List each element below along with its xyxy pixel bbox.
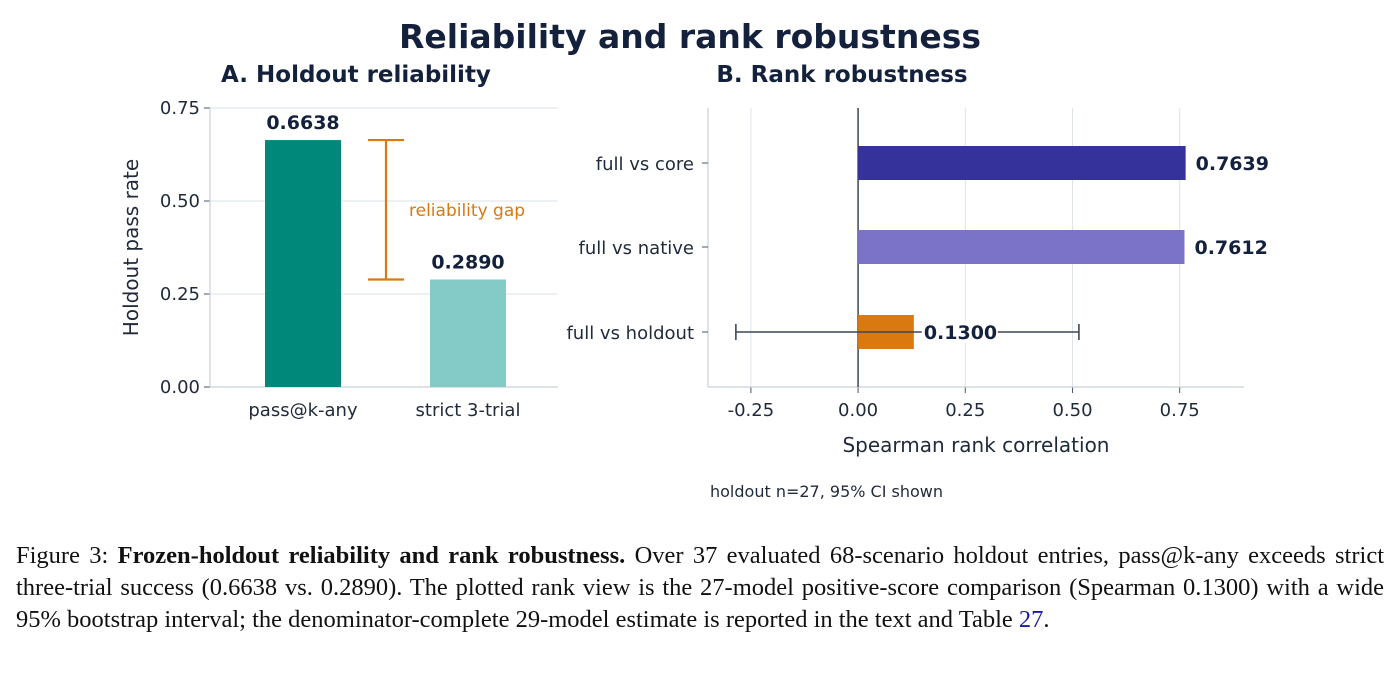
caption-end: .: [1043, 606, 1050, 633]
x-tick-label: 0.75: [1160, 400, 1200, 421]
footnote: holdout n=27, 95% CI shown: [710, 482, 943, 501]
panel-b-plot: -0.25 0.00 0.25 0.50 0.75 full vs core 0.7639 f…: [566, 108, 1269, 457]
panel-a-plot: 0.00 0.25 0.50 0.75 0.6638 pass@k-any 0.2890 st…: [119, 98, 558, 421]
table-reference-link[interactable]: 27: [1018, 606, 1044, 633]
caption-bold: Frozen-holdout reliability and rank robu…: [117, 542, 626, 569]
y-axis-label: Holdout pass rate: [119, 159, 143, 336]
y-tick-label: 0.00: [160, 377, 200, 398]
bar-value-label: 0.1300: [924, 322, 997, 344]
gap-annotation-label: reliability gap: [409, 201, 525, 221]
bar-value-label: 0.2890: [431, 251, 504, 273]
y-tick-label: full vs holdout: [566, 323, 694, 344]
chart-figure: Reliability and rank robustness A. Holdo…: [119, 17, 1269, 501]
y-tick-label: full vs native: [579, 238, 694, 259]
bar-1: [858, 146, 1186, 180]
y-tick-label: full vs core: [596, 154, 694, 175]
panel-b-title: B. Rank robustness: [716, 62, 967, 88]
x-tick-label: -0.25: [728, 400, 775, 421]
figure: Reliability and rank robustness A. Holdo…: [119, 17, 1269, 501]
figure-caption: Figure 3: Frozen-holdout reliability and…: [16, 540, 1384, 636]
x-tick-label: 0.25: [945, 400, 985, 421]
y-tick-label: 0.50: [160, 191, 200, 212]
panel-a-title: A. Holdout reliability: [221, 62, 491, 88]
bar-value-label: 0.6638: [266, 112, 339, 134]
bar-1: [265, 140, 341, 387]
y-tick-label: 0.25: [160, 284, 200, 305]
x-axis-label: Spearman rank correlation: [842, 433, 1109, 457]
caption-label: Figure 3:: [16, 542, 109, 569]
bar-value-label: 0.7639: [1196, 153, 1269, 175]
value-label-background: [921, 321, 998, 343]
caption-text: Over 37 evaluated 68-scenario holdout en…: [16, 542, 1384, 633]
x-tick-label: strict 3-trial: [416, 400, 521, 421]
x-tick-label: 0.00: [838, 400, 878, 421]
x-tick-label: 0.50: [1052, 400, 1092, 421]
bar-value-label: 0.7612: [1194, 237, 1267, 259]
bar-2: [858, 230, 1185, 264]
x-tick-label: pass@k-any: [248, 400, 358, 421]
bar-2: [430, 279, 506, 387]
y-tick-label: 0.75: [160, 98, 200, 119]
figure-title: Reliability and rank robustness: [399, 17, 981, 56]
